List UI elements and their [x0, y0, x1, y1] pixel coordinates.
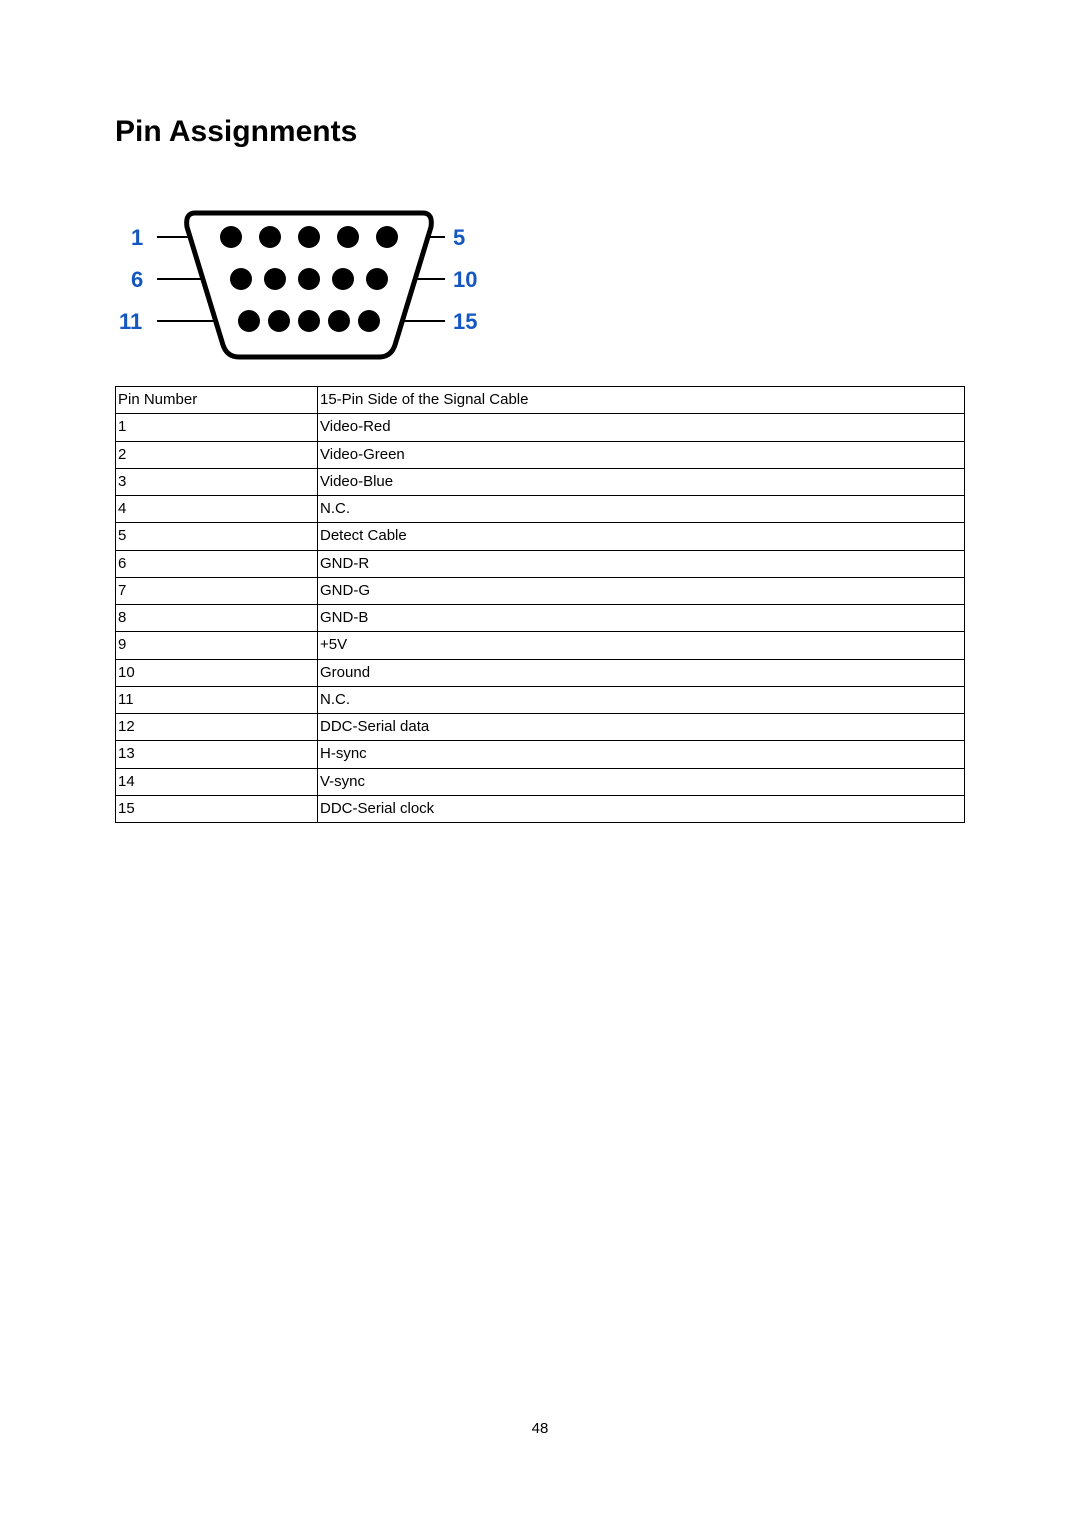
table-row: 3Video-Blue [116, 468, 965, 495]
table-row: 9+5V [116, 632, 965, 659]
cell-pin-number: 13 [116, 741, 318, 768]
table-row: 12DDC-Serial data [116, 714, 965, 741]
cell-signal: V-sync [318, 768, 965, 795]
cell-pin-number: 12 [116, 714, 318, 741]
table-row: 10Ground [116, 659, 965, 686]
table-row: 8GND-B [116, 605, 965, 632]
page-number: 48 [0, 1420, 1080, 1437]
table-row: 7GND-G [116, 577, 965, 604]
cell-signal: Detect Cable [318, 523, 965, 550]
table-row: 14V-sync [116, 768, 965, 795]
table-row: 13H-sync [116, 741, 965, 768]
cell-pin-number: 14 [116, 768, 318, 795]
col-header-signal: 15-Pin Side of the Signal Cable [318, 387, 965, 414]
cell-signal: DDC-Serial clock [318, 795, 965, 822]
cell-signal: N.C. [318, 496, 965, 523]
pin-label-10: 10 [453, 267, 477, 292]
cell-pin-number: 15 [116, 795, 318, 822]
cell-pin-number: 6 [116, 550, 318, 577]
table-row: 5Detect Cable [116, 523, 965, 550]
cell-signal: DDC-Serial data [318, 714, 965, 741]
cell-pin-number: 5 [116, 523, 318, 550]
cell-signal: Video-Blue [318, 468, 965, 495]
cell-pin-number: 4 [116, 496, 318, 523]
table-row: 6GND-R [116, 550, 965, 577]
table-row: 15DDC-Serial clock [116, 795, 965, 822]
pin-label-1: 1 [131, 225, 143, 250]
cell-pin-number: 1 [116, 414, 318, 441]
cell-pin-number: 2 [116, 441, 318, 468]
pin-assignment-table: Pin Number 15-Pin Side of the Signal Cab… [115, 386, 965, 823]
cell-pin-number: 7 [116, 577, 318, 604]
table-row: 1Video-Red [116, 414, 965, 441]
pin-label-5: 5 [453, 225, 465, 250]
pin-label-11: 11 [119, 309, 142, 334]
col-header-pin-number: Pin Number [116, 387, 318, 414]
page: Pin Assignments [0, 0, 1080, 1527]
table-row: 11N.C. [116, 686, 965, 713]
cell-pin-number: 11 [116, 686, 318, 713]
cell-signal: +5V [318, 632, 965, 659]
cell-signal: GND-G [318, 577, 965, 604]
cell-signal: GND-R [318, 550, 965, 577]
cell-signal: Ground [318, 659, 965, 686]
cell-signal: H-sync [318, 741, 965, 768]
cell-pin-number: 9 [116, 632, 318, 659]
cell-pin-number: 3 [116, 468, 318, 495]
table-row: 4N.C. [116, 496, 965, 523]
table-header-row: Pin Number 15-Pin Side of the Signal Cab… [116, 387, 965, 414]
cell-signal: N.C. [318, 686, 965, 713]
vga-connector-icon: 1 6 11 5 10 15 [115, 189, 480, 369]
cell-pin-number: 8 [116, 605, 318, 632]
cell-signal: Video-Green [318, 441, 965, 468]
page-title: Pin Assignments [115, 115, 965, 149]
cell-signal: Video-Red [318, 414, 965, 441]
pin-label-15: 15 [453, 309, 477, 334]
pin-label-6: 6 [131, 267, 143, 292]
cell-pin-number: 10 [116, 659, 318, 686]
connector-diagram: 1 6 11 5 10 15 [115, 189, 965, 374]
cell-signal: GND-B [318, 605, 965, 632]
table-row: 2Video-Green [116, 441, 965, 468]
